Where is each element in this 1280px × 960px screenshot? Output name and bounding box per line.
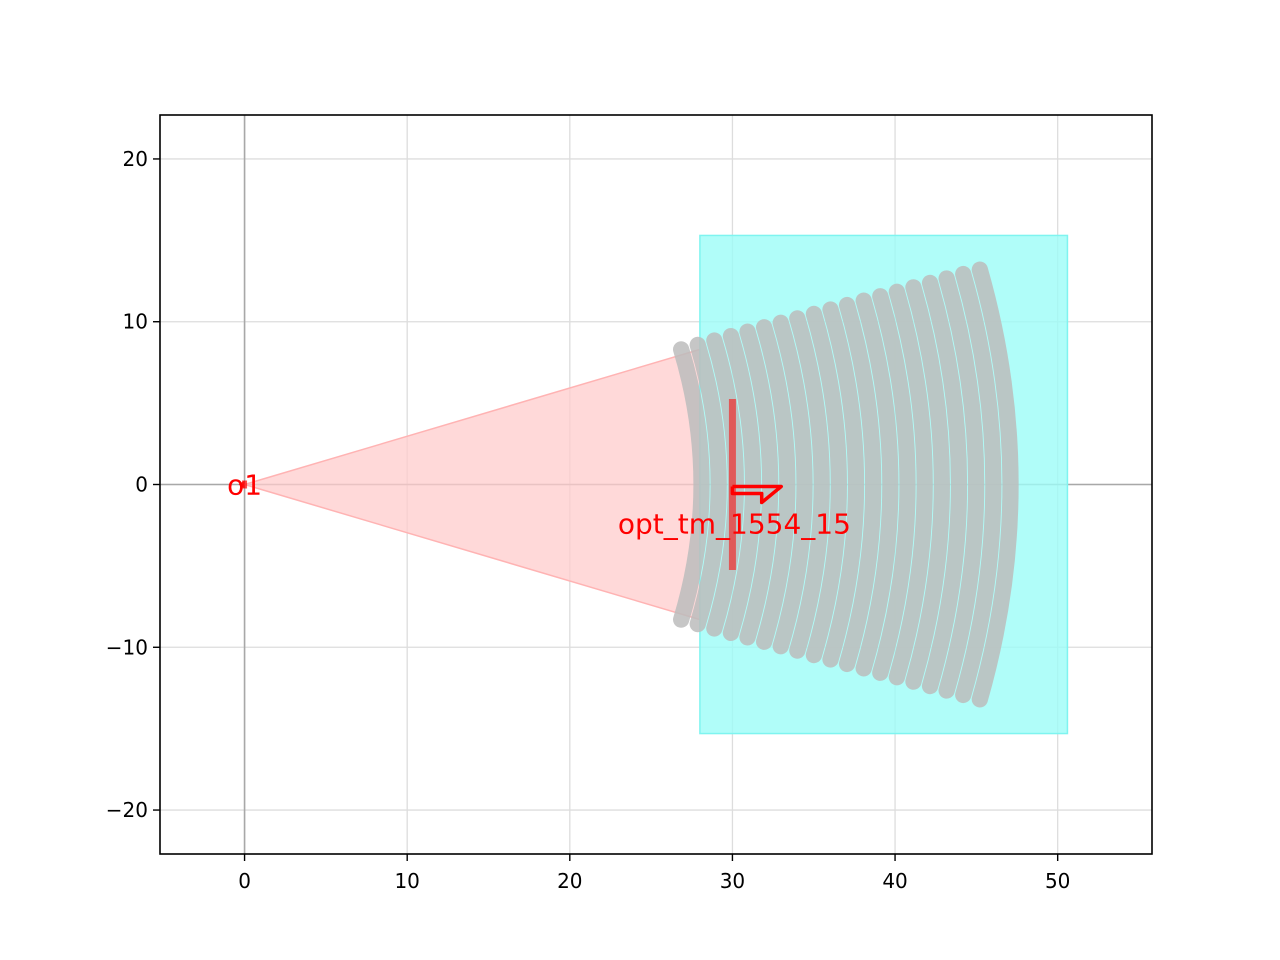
layout-shapes [241,234,1069,735]
grating-tooth [772,314,813,655]
port-arrow-opt-tm [730,484,783,505]
grating-tooth [722,327,762,642]
x-tick-label: 20 [557,869,582,893]
port-arrow-o1 [238,480,245,489]
x-tick-label: 0 [238,869,251,893]
port-label-o1: o1 [227,469,262,502]
x-tick-label: 10 [394,869,419,893]
port-label-opt-tm: opt_tm_1554_15 [618,508,851,541]
grating-tooth [838,296,882,673]
grating-tooth [805,305,847,664]
axis-ticks: 0 10 20 30 40 50 20 10 0 −10 −20 [106,147,1071,893]
grating-tooth [822,301,865,668]
y-tick-label: 10 [123,310,148,334]
x-tick-label: 50 [1045,869,1070,893]
ports [238,399,783,570]
y-tick-label: 0 [135,473,148,497]
grating-tooth [789,310,830,659]
x-tick-label: 40 [882,869,907,893]
grating-tooth [755,319,796,650]
y-tick-label: −20 [106,798,148,822]
grating-tooth [955,265,1002,704]
y-tick-label: −10 [106,635,148,659]
grating-tooth [921,274,968,695]
grating-tooth [971,261,1019,708]
grating-tooth [888,283,933,686]
grating-tooth [905,279,950,690]
grating-tooth [855,292,899,677]
grating-tooth [673,341,710,628]
x-tick-label: 30 [720,869,745,893]
grating-tooth [739,323,779,646]
y-tick-label: 20 [123,147,148,171]
grating-tooth [689,336,727,633]
grating-tooth [938,270,985,699]
grating-tooth [872,288,916,681]
